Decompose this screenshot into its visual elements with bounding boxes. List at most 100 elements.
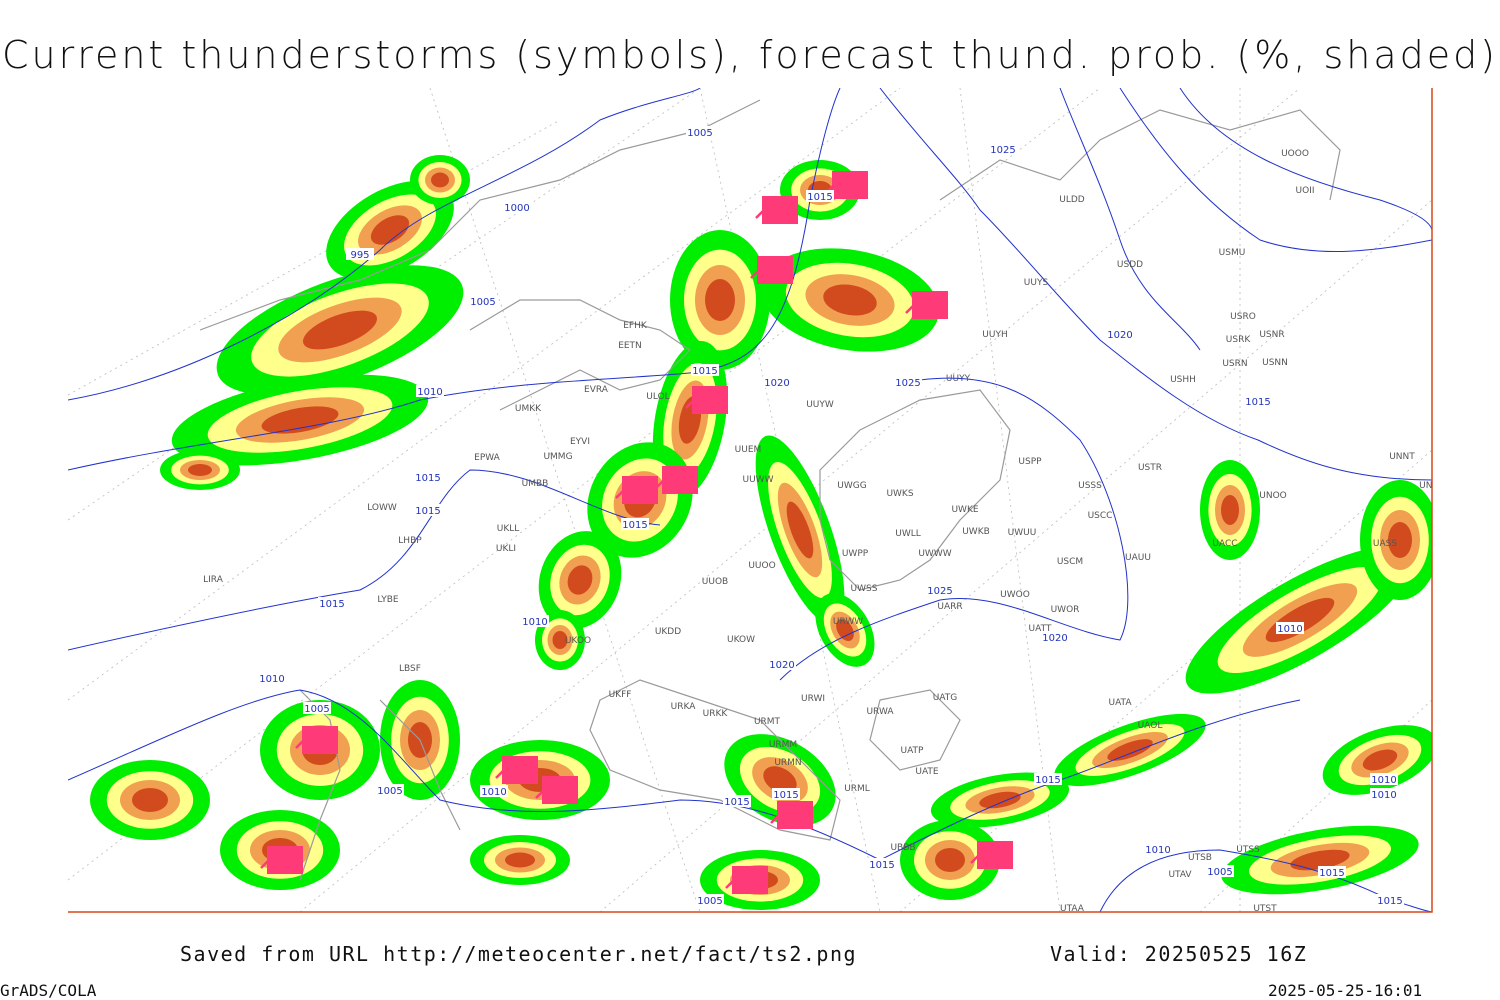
station-label: USRO xyxy=(1230,312,1256,322)
isobar-label: 1015 xyxy=(1377,896,1402,907)
isobar-label-bg xyxy=(868,858,896,870)
isobar-label: 1010 xyxy=(481,787,506,798)
isobar-label: 1010 xyxy=(1371,775,1396,786)
station-label: UUEM xyxy=(735,445,762,455)
station-label: ULDD xyxy=(1059,195,1085,205)
station-label: USCC xyxy=(1088,511,1113,521)
station-label: EETN xyxy=(618,341,642,351)
isobar-label: 1020 xyxy=(1042,633,1067,644)
station-label: UAUU xyxy=(1125,553,1151,563)
station-label: UWOR xyxy=(1051,605,1080,615)
probability-area xyxy=(786,501,814,559)
software-credit: GrADS/COLA xyxy=(0,981,97,1000)
isobar-label-bg xyxy=(806,190,834,202)
probability-area xyxy=(370,215,410,245)
station-label: UKFF xyxy=(609,690,632,700)
station-label: UKLL xyxy=(497,524,520,534)
isobar-label: 1020 xyxy=(769,660,794,671)
station-label: UOOO xyxy=(1281,149,1309,159)
isobar-label-bg xyxy=(521,615,549,627)
station-label: UWPP xyxy=(842,549,869,559)
station-label: USRK xyxy=(1226,335,1252,345)
station-label: USSS xyxy=(1078,481,1102,491)
station-label: USHH xyxy=(1170,375,1196,385)
probability-area xyxy=(836,618,854,642)
coastlines xyxy=(199,99,1341,881)
thunderstorm-symbols xyxy=(260,171,1013,894)
station-label: UTSB xyxy=(1188,853,1212,863)
probability-area xyxy=(261,406,339,434)
map-labels: 1005 1025 1015 1000 995 1005 1015 1020 1025 1020 1… xyxy=(203,126,1432,912)
station-label: UKLI xyxy=(496,544,516,554)
isobar-label: 1005 xyxy=(687,128,712,139)
station-label: UBBB xyxy=(890,843,915,853)
storm-symbol xyxy=(615,486,632,500)
station-label: UWSS xyxy=(851,584,878,594)
map-area: 1005 1025 1015 1000 995 1005 1015 1020 1025 1020 1… xyxy=(68,88,1432,912)
station-label: UUYS xyxy=(1024,278,1049,288)
station-label: UAOL xyxy=(1138,721,1163,731)
isobar-label: 1005 xyxy=(697,896,722,907)
isobar-label-bg xyxy=(376,784,404,796)
isobar-label: 1015 xyxy=(622,520,647,531)
isobar-label-bg xyxy=(1244,395,1272,407)
storm-symbol xyxy=(905,301,922,315)
storm-symbol xyxy=(495,766,512,780)
isobar-label-bg xyxy=(772,788,800,800)
station-label: URKK xyxy=(703,709,729,719)
isobar-label-bg xyxy=(926,584,954,596)
storm-symbol xyxy=(750,266,767,280)
probability-area xyxy=(505,852,535,868)
isobar-label-bg xyxy=(723,795,751,807)
station-label: UATP xyxy=(901,746,925,756)
probability-area xyxy=(705,279,735,321)
station-label: UUWW xyxy=(743,475,774,485)
storm-symbol xyxy=(260,856,277,870)
station-label: UWKB xyxy=(962,527,990,537)
isobar-label: 1015 xyxy=(415,506,440,517)
isobar-label: 1025 xyxy=(927,586,952,597)
isobar-label: 1015 xyxy=(773,790,798,801)
isobar-label: 1005 xyxy=(470,297,495,308)
source-url: Saved from URL http://meteocenter.net/fa… xyxy=(180,942,857,966)
station-label: UATG xyxy=(933,693,958,703)
station-label: URWW xyxy=(833,617,863,627)
station-label: EVRA xyxy=(584,385,609,395)
station-label: UNOO xyxy=(1259,491,1287,501)
isobar-label: 1015 xyxy=(415,473,440,484)
isobar-label-bg xyxy=(1206,865,1234,877)
station-label: LBSF xyxy=(399,664,421,674)
station-label: LYBE xyxy=(377,595,398,605)
station-label: EFHK xyxy=(623,321,648,331)
station-label: LOWW xyxy=(367,503,397,513)
map-title: Current thunderstorms (symbols), forecas… xyxy=(2,33,1498,77)
isobar-label: 1010 xyxy=(1145,845,1170,856)
valid-time: Valid: 20250525 16Z xyxy=(1050,942,1307,966)
station-label: URWI xyxy=(801,694,825,704)
isobar-label: 1020 xyxy=(1107,330,1132,341)
probability-area xyxy=(431,172,449,188)
station-label: USDD xyxy=(1117,260,1143,270)
isobar-label-bg xyxy=(414,504,442,516)
station-label: UWKE xyxy=(951,505,978,515)
station-label: URML xyxy=(844,784,870,794)
isobar-label-bg xyxy=(989,143,1017,155)
storm-symbol xyxy=(770,811,787,825)
isobar-label: 1015 xyxy=(1245,397,1270,408)
station-label: UATT xyxy=(1029,624,1052,634)
station-label: UUOO xyxy=(748,561,775,571)
station-label: URMN xyxy=(774,758,801,768)
storm-symbol xyxy=(295,736,312,750)
station-label: URMT xyxy=(754,717,781,727)
probability-area xyxy=(132,788,168,812)
station-label: UWGG xyxy=(837,481,866,491)
station-label: UUYW xyxy=(806,400,834,410)
probability-area xyxy=(302,310,378,350)
station-label: UATA xyxy=(1108,698,1132,708)
isobar-label-bg xyxy=(696,894,724,906)
timestamp: 2025-05-25-16:01 xyxy=(1268,981,1422,1000)
isobar-label: 1005 xyxy=(377,786,402,797)
station-label: UKOO xyxy=(565,636,591,646)
station-label: ULOL xyxy=(646,392,669,402)
